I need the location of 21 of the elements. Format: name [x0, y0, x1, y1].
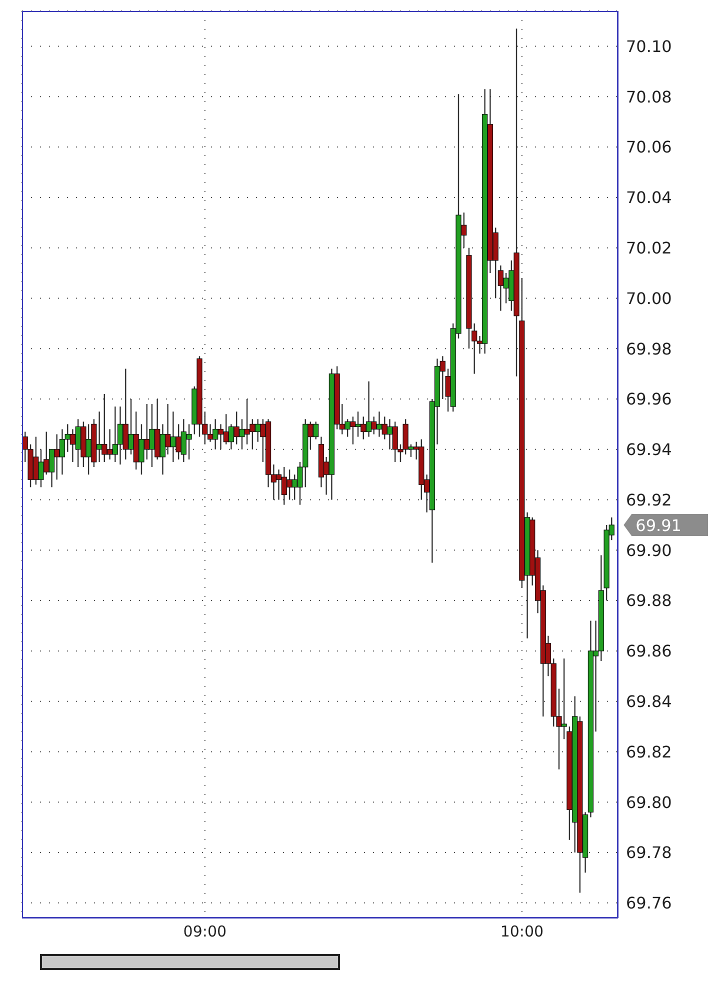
y-tick-label: 69.80 [626, 792, 672, 812]
y-tick-label: 70.02 [626, 238, 672, 258]
y-tick-label: 69.78 [626, 843, 672, 862]
y-tick-label: 70.04 [626, 188, 672, 208]
y-tick-label: 69.90 [626, 540, 672, 560]
y-tick-label: 69.96 [626, 390, 672, 409]
y-tick-label: 69.94 [626, 440, 672, 460]
y-tick-label: 70.08 [626, 87, 672, 106]
y-tick-label: 69.98 [626, 339, 672, 358]
x-tick-label: 09:00 [183, 922, 227, 941]
x-tick-label: 10:00 [500, 922, 544, 941]
y-tick-label: 70.00 [626, 288, 672, 308]
y-tick-label: 69.86 [626, 642, 672, 661]
y-tick-label: 69.92 [626, 490, 672, 510]
y-tick-label: 69.84 [626, 692, 672, 712]
annotation: 69.91 [636, 516, 682, 535]
y-tick-label: 70.10 [626, 36, 672, 56]
y-tick-label: 70.06 [626, 138, 672, 157]
y-tick-label: 69.82 [626, 742, 672, 762]
y-tick-label: 69.88 [626, 591, 672, 610]
y-tick-label: 69.76 [626, 894, 672, 913]
